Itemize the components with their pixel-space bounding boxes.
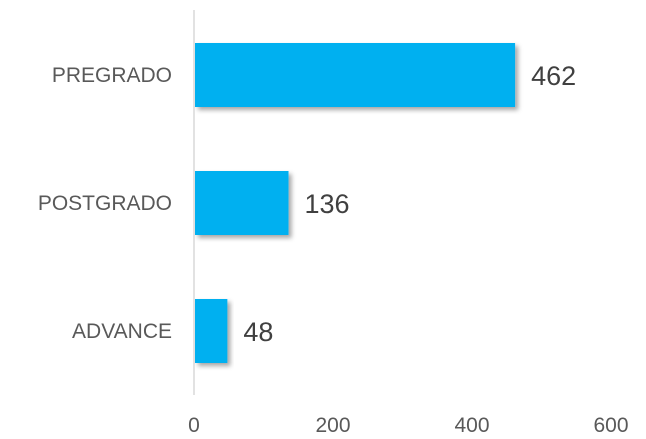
value-label-advance: 48 [243, 317, 273, 347]
bar-pregrado [195, 43, 516, 107]
category-label-pregrado: PREGRADO [52, 64, 172, 87]
bar-advance [195, 299, 228, 363]
category-labels: PREGRADO POSTGRADO ADVANCE [38, 64, 172, 343]
bars-group [195, 43, 516, 363]
x-tick-label-0: 0 [188, 414, 200, 437]
x-tick-label-600: 600 [593, 414, 628, 437]
x-tick-label-200: 200 [315, 414, 350, 437]
value-label-postgrado: 136 [305, 189, 350, 219]
category-label-advance: ADVANCE [72, 320, 172, 343]
value-labels: 462 136 48 [243, 61, 576, 347]
x-tick-labels: 0 200 400 600 [188, 414, 628, 437]
value-label-pregrado: 462 [531, 61, 576, 91]
bar-postgrado [195, 171, 289, 235]
x-tick-label-400: 400 [454, 414, 489, 437]
category-label-postgrado: POSTGRADO [38, 192, 172, 215]
